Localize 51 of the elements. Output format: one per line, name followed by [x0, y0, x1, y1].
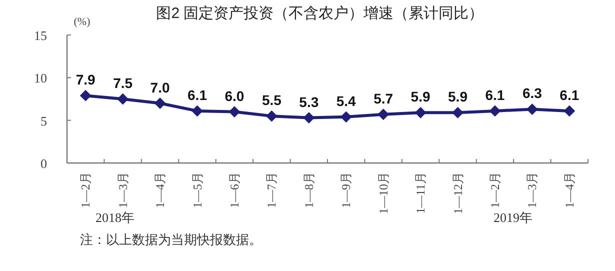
data-label: 6.1 — [188, 86, 208, 103]
x-tick-label: 1—11月 — [414, 172, 428, 214]
point — [117, 94, 128, 104]
y-tick-label: 15 — [34, 28, 47, 43]
text: 注：以上数据为当期快报数据。 — [80, 232, 262, 247]
x-tick-label: 1—4月 — [562, 172, 576, 208]
x-tick-label: 1—4月 — [153, 172, 168, 208]
point — [489, 105, 500, 116]
point — [526, 104, 538, 115]
data-label: 5.3 — [299, 94, 319, 110]
point — [340, 111, 352, 122]
text: 2018年 — [96, 210, 134, 225]
data-label: 7.9 — [76, 72, 96, 88]
data-label: 5.9 — [410, 88, 430, 105]
y-tick-label: 5 — [40, 113, 47, 128]
point — [154, 98, 166, 109]
x-tick-label: 1—3月 — [525, 172, 540, 208]
point — [192, 105, 203, 116]
y-tick-label: 0 — [40, 156, 47, 171]
text: 2019年 — [494, 210, 532, 225]
x-tick-label: 1—5月 — [190, 172, 204, 208]
x-tick-label: 1—12月 — [450, 172, 465, 214]
point — [378, 108, 389, 120]
point — [303, 112, 314, 124]
x-tick-label: 1—10月 — [376, 172, 390, 214]
data-label: 7.5 — [113, 75, 133, 91]
y-tick-label: 10 — [34, 70, 47, 86]
point — [452, 107, 464, 118]
x-tick-label: 1—6月 — [227, 172, 242, 208]
data-label: 5.9 — [448, 88, 468, 105]
point — [415, 107, 426, 118]
point — [266, 110, 278, 122]
x-tick-label: 1—7月 — [264, 172, 279, 208]
x-tick-label: 1—2月 — [488, 172, 502, 208]
data-label: 5.7 — [374, 90, 394, 106]
x-tick-label: 1—8月 — [302, 172, 316, 208]
data-label: 5.5 — [262, 92, 282, 108]
x-tick-label: 1—3月 — [116, 172, 130, 208]
y-axis-title: (%) — [74, 16, 91, 28]
x-tick-label: 1—9月 — [339, 172, 354, 208]
data-label: 6.3 — [522, 85, 542, 102]
x-tick-label: 1—2月 — [78, 172, 93, 208]
chart-title: 图2 固定资产投资（不含农户）增速（累计同比） — [156, 5, 484, 22]
data-label: 6.0 — [224, 88, 244, 104]
data-label: 6.1 — [485, 86, 505, 103]
point — [564, 105, 575, 116]
point — [80, 90, 92, 102]
data-label: 7.0 — [150, 79, 170, 96]
point — [228, 106, 240, 118]
data-label: 5.4 — [336, 92, 356, 109]
data-label: 6.1 — [560, 86, 580, 103]
